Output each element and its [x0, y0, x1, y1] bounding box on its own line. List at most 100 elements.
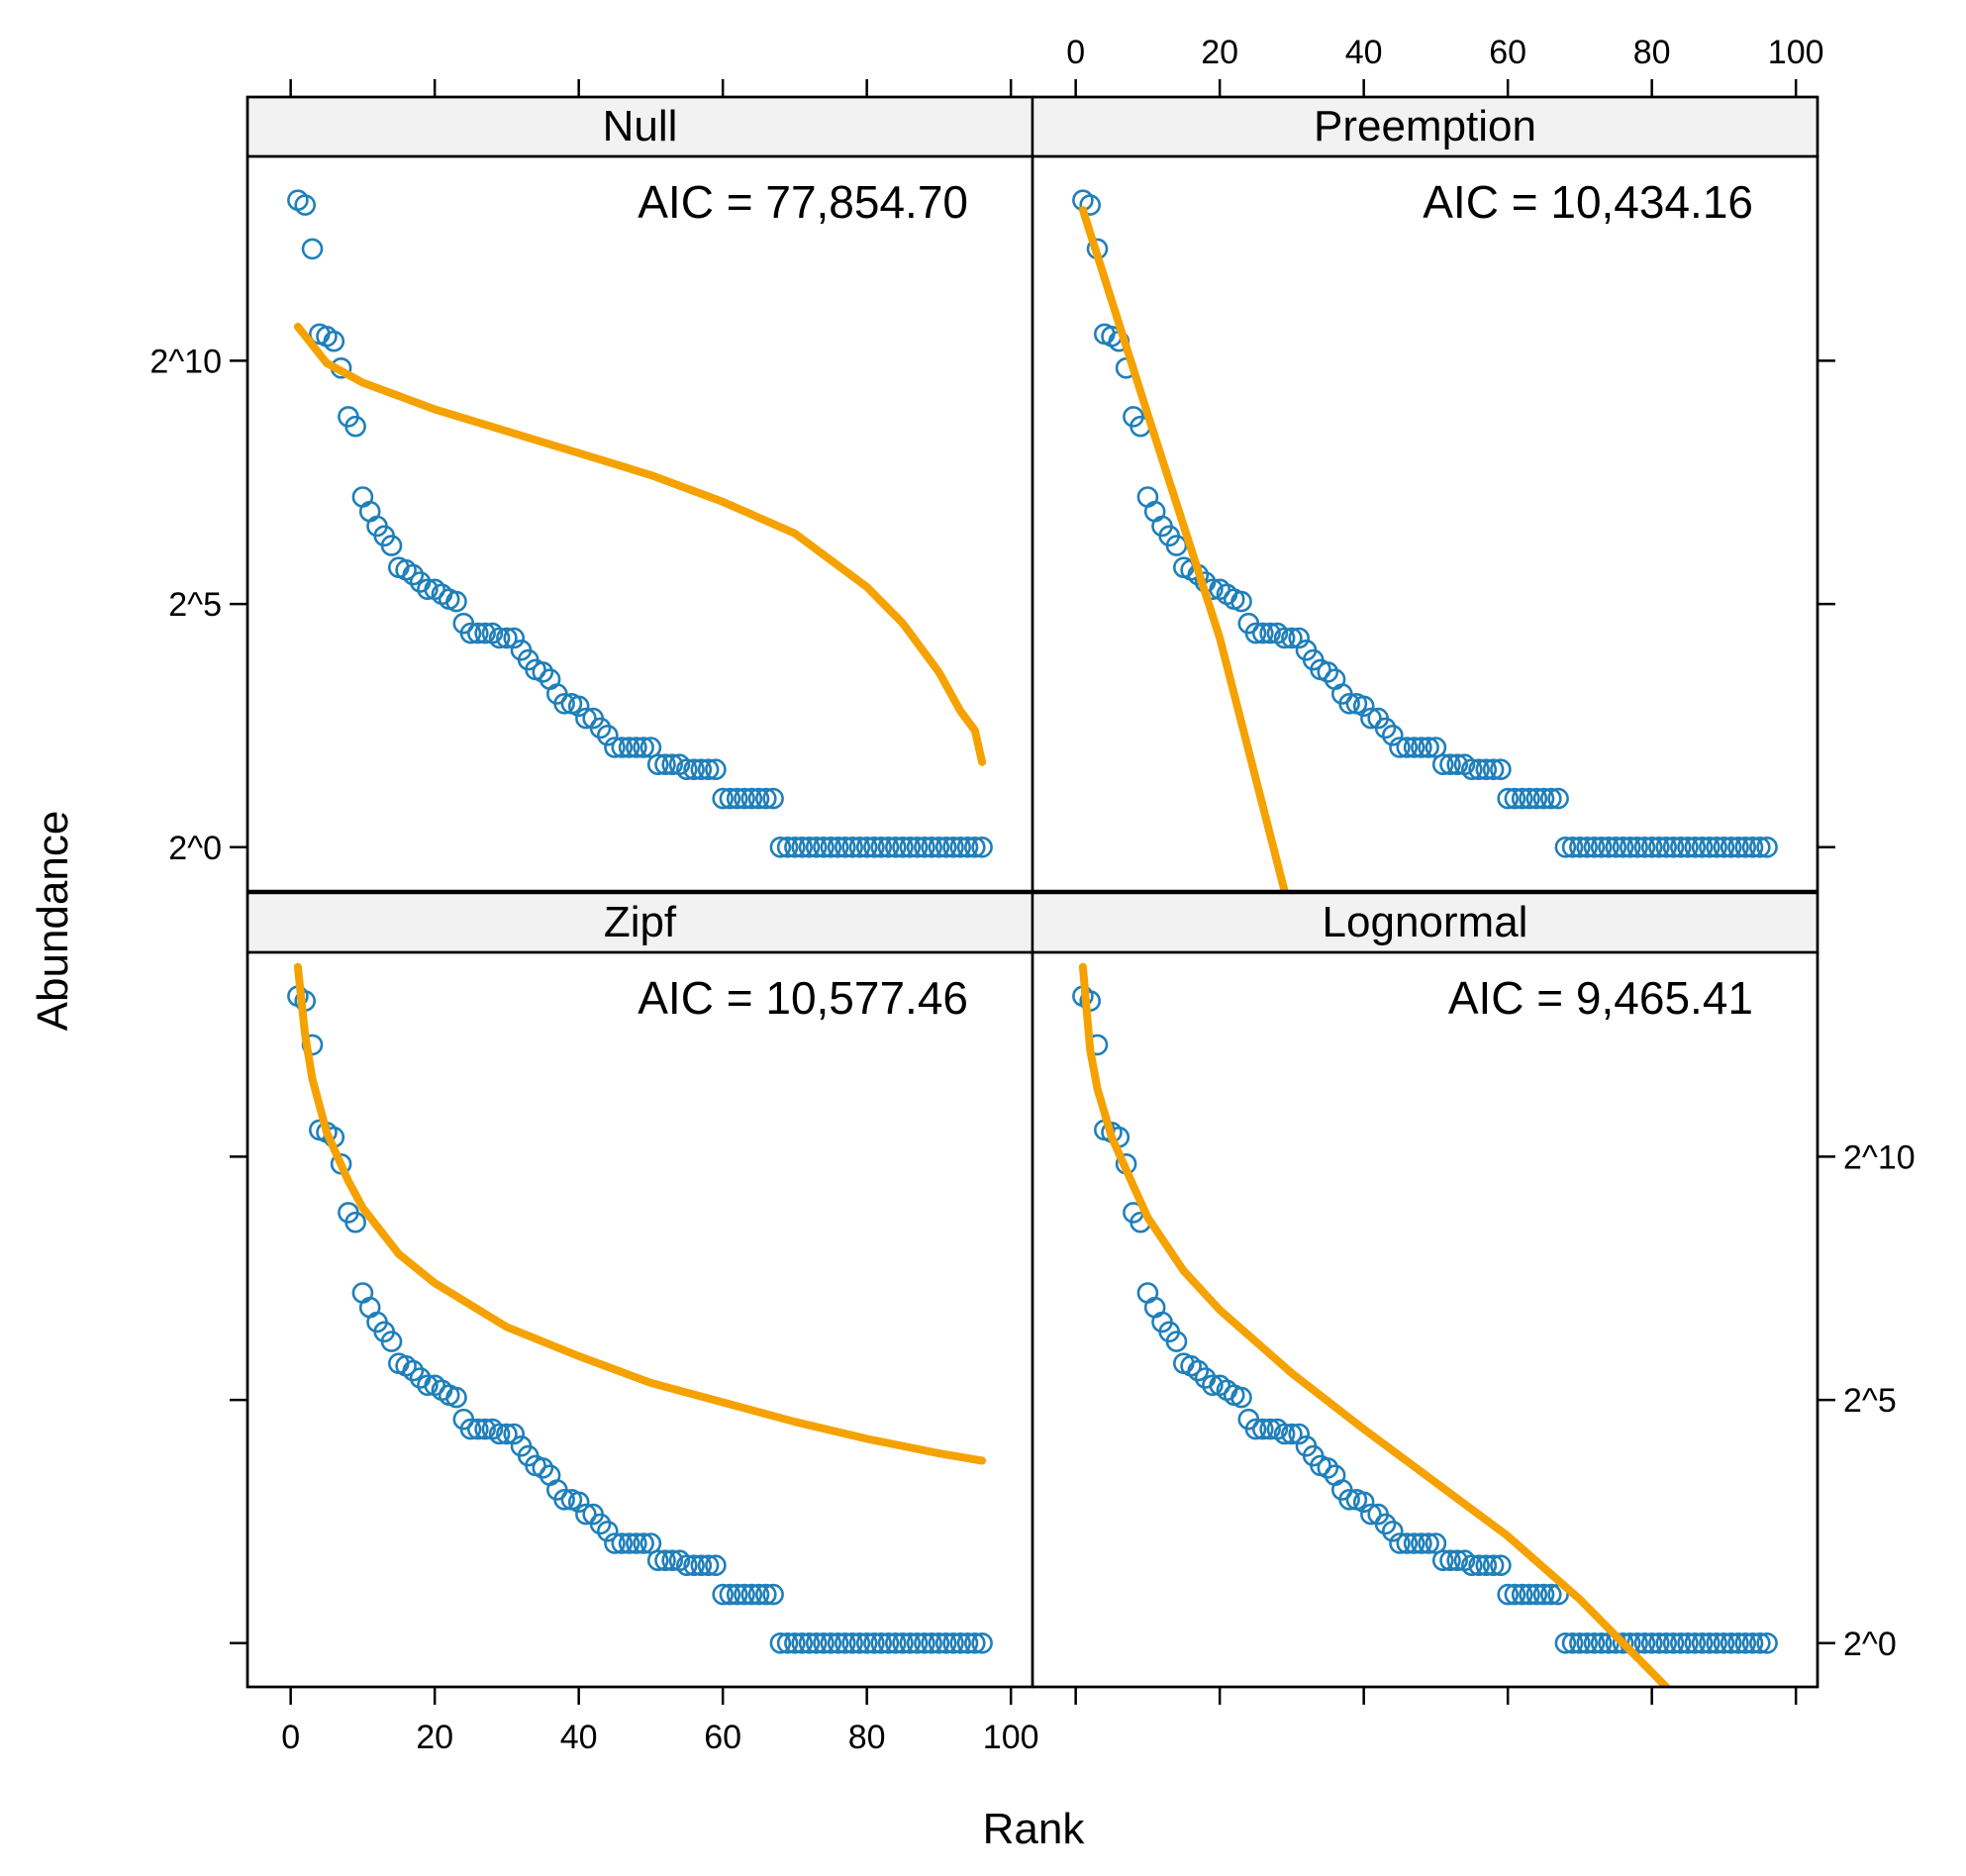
data-point: [1338, 692, 1360, 715]
data-point: [503, 627, 526, 649]
y-tick-label: 2^10: [1843, 1138, 1916, 1176]
data-point: [1490, 758, 1512, 781]
data-point: [1756, 1632, 1778, 1654]
data-point: [567, 695, 590, 718]
data-point: [301, 238, 324, 260]
data-point: [1396, 1532, 1419, 1554]
data-point: [1670, 836, 1692, 858]
data-point: [1497, 787, 1519, 810]
data-point: [740, 1583, 763, 1606]
observed-points-lognormal: [1072, 985, 1778, 1654]
data-point: [1352, 695, 1375, 718]
data-point: [344, 1211, 366, 1234]
data-point: [1511, 787, 1533, 810]
data-point: [1230, 590, 1252, 613]
data-point: [705, 758, 727, 781]
data-point: [769, 1632, 792, 1654]
data-point: [553, 1489, 575, 1511]
data-point: [344, 415, 366, 438]
data-point: [899, 836, 922, 858]
data-point: [575, 1503, 597, 1526]
data-point: [1662, 1632, 1685, 1654]
strip-preemption: [1031, 95, 1819, 158]
data-point: [1554, 836, 1577, 858]
y-tick-label: 2^5: [168, 586, 222, 624]
data-point: [892, 1632, 914, 1654]
x-tick-label: 0: [1066, 34, 1085, 71]
data-point: [914, 1632, 935, 1654]
data-point: [805, 836, 828, 858]
data-point: [1620, 836, 1641, 858]
data-point: [596, 1521, 619, 1542]
data-point: [971, 836, 993, 858]
data-point: [488, 627, 511, 649]
data-point: [928, 1632, 950, 1654]
data-point: [1403, 737, 1425, 758]
data-point: [740, 787, 763, 810]
data-point: [1317, 661, 1339, 683]
data-point: [661, 753, 684, 776]
data-point: [884, 1632, 907, 1654]
aic-label-zipf: AIC = 10,577.46: [638, 972, 968, 1024]
data-point: [1281, 627, 1303, 649]
data-point: [1699, 1632, 1720, 1654]
data-point: [1504, 1583, 1526, 1606]
data-point: [1244, 1418, 1267, 1440]
data-point: [1230, 1386, 1252, 1409]
data-point: [474, 622, 496, 644]
data-point: [1655, 1632, 1677, 1654]
data-point: [633, 737, 654, 758]
data-point: [734, 787, 755, 810]
data-point: [575, 707, 597, 730]
panel-null: Null AIC = 77,854.70: [246, 95, 1034, 893]
data-point: [784, 1632, 806, 1654]
data-point: [654, 753, 676, 776]
observed-points-null: [287, 189, 993, 858]
data-point: [1374, 1513, 1397, 1535]
data-point: [1360, 707, 1382, 730]
data-point: [1411, 1532, 1432, 1554]
x-tick-label: 60: [704, 1719, 741, 1756]
data-point: [358, 1296, 381, 1319]
data-point: [1684, 1632, 1707, 1654]
data-point: [1338, 1489, 1360, 1511]
data-point: [1576, 836, 1598, 858]
data-point: [1525, 1583, 1548, 1606]
data-point: [1461, 1554, 1483, 1576]
data-point: [1418, 1532, 1439, 1554]
data-point: [1741, 1632, 1764, 1654]
data-point: [1382, 724, 1404, 746]
data-point: [1569, 836, 1591, 858]
data-point: [661, 1549, 684, 1571]
fit-curve-zipf: [293, 962, 987, 1465]
data-point: [1648, 1632, 1670, 1654]
data-point: [1734, 1632, 1756, 1654]
data-point: [466, 1418, 489, 1440]
data-point: [863, 836, 885, 858]
data-point: [1288, 1423, 1310, 1445]
data-point: [848, 836, 871, 858]
data-point: [834, 836, 856, 858]
data-point: [1382, 1521, 1404, 1542]
data-point: [870, 1632, 893, 1654]
data-point: [1411, 737, 1432, 758]
strip-null: [246, 95, 1034, 158]
data-point: [675, 758, 698, 781]
data-point: [1281, 1423, 1303, 1445]
data-point: [1706, 836, 1727, 858]
data-point: [726, 1583, 748, 1606]
data-point: [1143, 1296, 1166, 1319]
data-point: [1497, 1583, 1519, 1606]
data-point: [1136, 1282, 1159, 1304]
data-point: [921, 1632, 942, 1654]
strip-label-null: Null: [603, 102, 678, 150]
data-point: [949, 836, 972, 858]
data-point: [1482, 1554, 1505, 1576]
data-point: [496, 627, 518, 649]
data-point: [870, 836, 893, 858]
data-point: [956, 1632, 979, 1654]
data-point: [1640, 1632, 1663, 1654]
y-tick-label: 2^0: [1843, 1626, 1897, 1663]
data-point: [1598, 836, 1620, 858]
data-point: [963, 836, 986, 858]
